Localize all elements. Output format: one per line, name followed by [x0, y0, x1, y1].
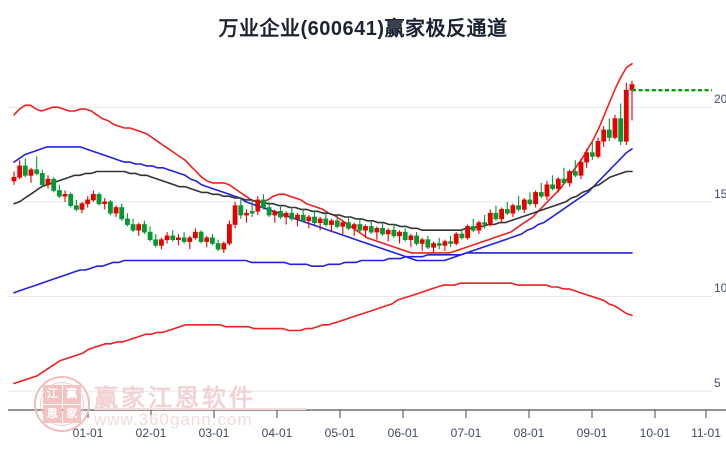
x-axis-tick-label: 07-01 — [450, 426, 482, 440]
x-axis-tick-label: 05-01 — [324, 426, 356, 440]
x-axis-tick-label: 08-01 — [513, 426, 545, 440]
axis-lines — [8, 409, 726, 418]
grid-lines — [8, 106, 712, 392]
y-axis-tick-label: 10 — [714, 281, 726, 296]
x-axis-tick-label: 10-01 — [639, 426, 671, 440]
x-axis-tick-label: 03-01 — [198, 426, 230, 440]
page-title: 万业企业(600641)赢家极反通道 — [218, 18, 508, 40]
x-axis-tick-label: 02-01 — [135, 426, 167, 440]
x-axis-tick-label: 11-01 — [691, 426, 721, 440]
x-axis-tick-label: 09-01 — [576, 426, 608, 440]
x-axis-tick-label: 06-01 — [387, 426, 419, 440]
y-axis-tick-label: 5 — [714, 376, 721, 391]
channel-band-lines — [13, 62, 633, 385]
y-axis-tick-label: 15 — [714, 186, 726, 201]
candlestick-series — [11, 80, 635, 253]
x-axis-tick-label: 01-01 — [72, 426, 104, 440]
y-axis-tick-label: 20 — [714, 92, 726, 107]
x-axis-tick-label: 04-01 — [261, 426, 293, 440]
